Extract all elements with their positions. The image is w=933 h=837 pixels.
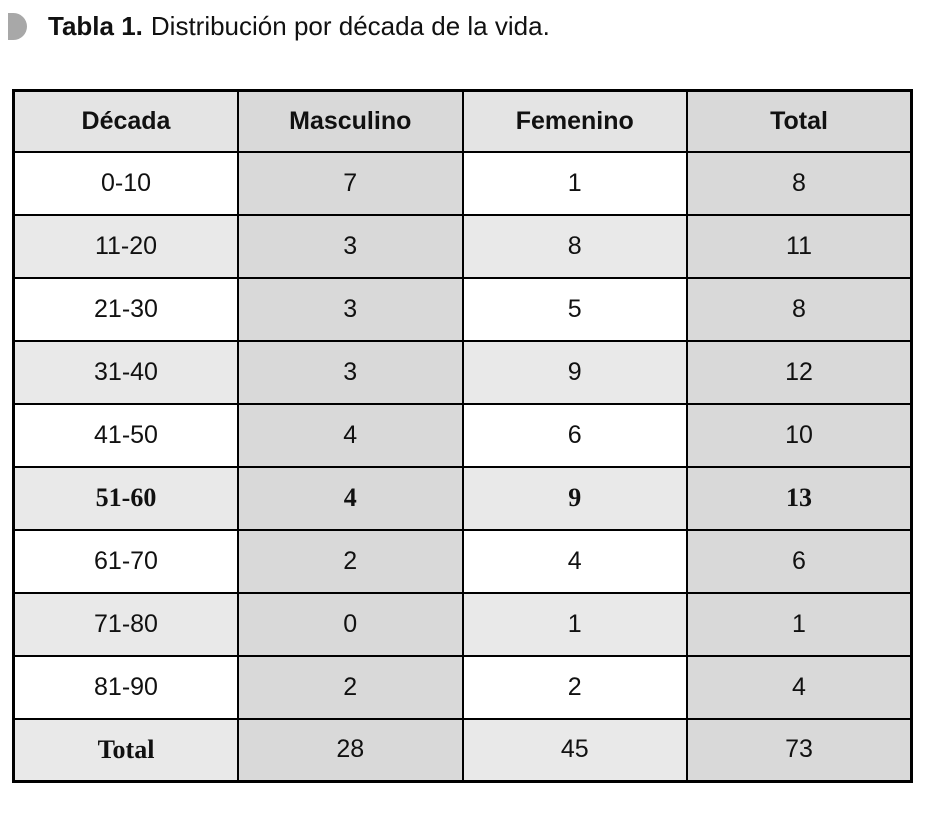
cell-masculino: 2 (237, 654, 464, 720)
header-row: Década Masculino Femenino Total (12, 89, 913, 153)
cell-total: 8 (686, 276, 913, 342)
cell-decada: 31-40 (12, 339, 239, 405)
col-header-femenino: Femenino (461, 89, 688, 153)
cell-femenino: 9 (461, 339, 688, 405)
cell-masculino: 3 (237, 339, 464, 405)
cell-masculino: 7 (237, 150, 464, 216)
table-row: 71-80 0 1 1 (12, 591, 913, 657)
cell-masculino: 2 (237, 528, 464, 594)
table-row: 21-30 3 5 8 (12, 276, 913, 342)
cell-femenino: 6 (461, 402, 688, 468)
caption-label: Tabla 1. (48, 10, 143, 41)
table-row: 11-20 3 8 11 (12, 213, 913, 279)
cell-total: 6 (686, 528, 913, 594)
cell-femenino: 8 (461, 213, 688, 279)
cell-total: 10 (686, 402, 913, 468)
cell-decada: Total (12, 717, 239, 783)
cell-decada: 61-70 (12, 528, 239, 594)
table-caption: Tabla 1. Distribución por década de la v… (8, 10, 933, 42)
cell-masculino: 3 (237, 276, 464, 342)
cell-femenino: 4 (461, 528, 688, 594)
cell-femenino: 9 (461, 465, 688, 531)
cell-decada: 21-30 (12, 276, 239, 342)
table-body: 0-10 7 1 8 11-20 3 8 11 21-30 3 5 8 31-40 3 9 12 41-50 4 6… (12, 150, 913, 783)
cell-masculino: 3 (237, 213, 464, 279)
table-row: 61-70 2 4 6 (12, 528, 913, 594)
cell-femenino: 1 (461, 591, 688, 657)
table-row: 0-10 7 1 8 (12, 150, 913, 216)
cell-femenino: 1 (461, 150, 688, 216)
cell-femenino: 5 (461, 276, 688, 342)
table-row: 41-50 4 6 10 (12, 402, 913, 468)
cell-decada: 71-80 (12, 591, 239, 657)
cell-masculino: 4 (237, 465, 464, 531)
cell-total: 73 (686, 717, 913, 783)
cell-decada: 11-20 (12, 213, 239, 279)
cell-masculino: 28 (237, 717, 464, 783)
cell-masculino: 0 (237, 591, 464, 657)
table-header: Década Masculino Femenino Total (12, 89, 913, 153)
table-row: 51-60 4 9 13 (12, 465, 913, 531)
cell-femenino: 45 (461, 717, 688, 783)
caption-bullet-icon (8, 12, 27, 40)
cell-total: 8 (686, 150, 913, 216)
total-row: Total 28 45 73 (12, 717, 913, 783)
col-header-masculino: Masculino (237, 89, 464, 153)
col-header-total: Total (686, 89, 913, 153)
caption-text: Distribución por década de la vida. (150, 10, 550, 41)
distribution-table: Década Masculino Femenino Total 0-10 7 1 8 1… (12, 89, 913, 783)
table-row: 81-90 2 2 4 (12, 654, 913, 720)
col-header-decada: Década (12, 89, 239, 153)
cell-decada: 41-50 (12, 402, 239, 468)
cell-total: 1 (686, 591, 913, 657)
cell-femenino: 2 (461, 654, 688, 720)
table-row: 31-40 3 9 12 (12, 339, 913, 405)
cell-masculino: 4 (237, 402, 464, 468)
cell-decada: 0-10 (12, 150, 239, 216)
cell-total: 4 (686, 654, 913, 720)
cell-total: 11 (686, 213, 913, 279)
cell-total: 12 (686, 339, 913, 405)
cell-decada: 81-90 (12, 654, 239, 720)
cell-decada: 51-60 (12, 465, 239, 531)
cell-total: 13 (686, 465, 913, 531)
